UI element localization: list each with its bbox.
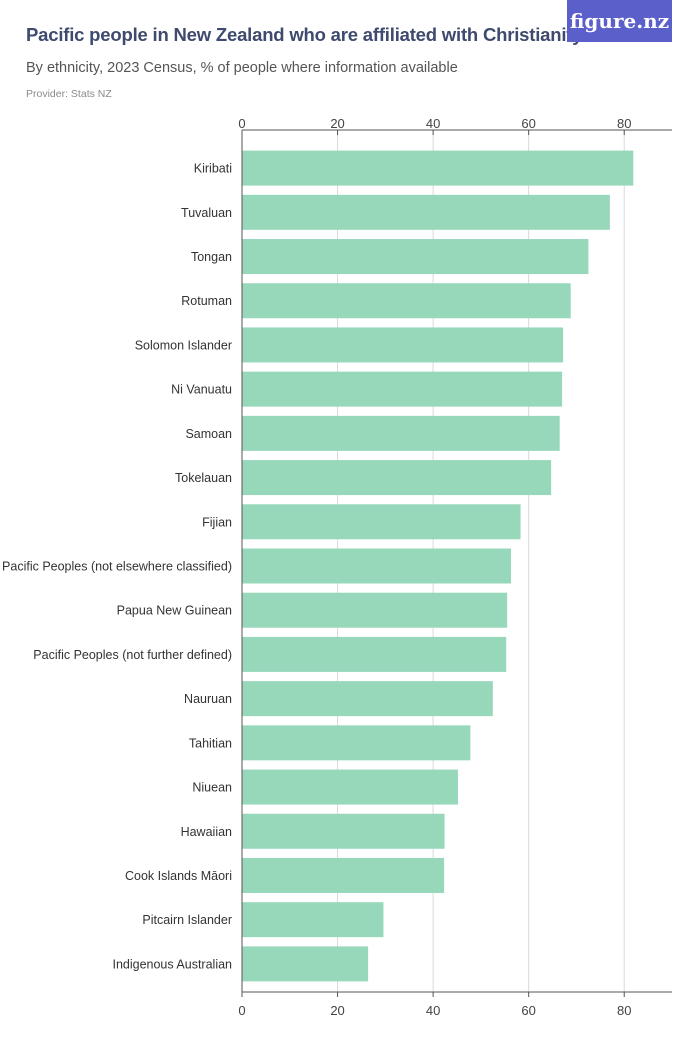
x-tick-label-top: 40 (426, 116, 440, 131)
category-label: Pacific Peoples (not elsewhere classifie… (2, 560, 232, 574)
bar[interactable] (242, 857, 445, 893)
category-label: Pitcairn Islander (142, 913, 232, 927)
category-label: Samoan (185, 427, 232, 441)
provider-label: Provider: Stats NZ (26, 88, 112, 100)
bar[interactable] (242, 813, 445, 849)
x-tick-label-bottom: 0 (238, 1003, 245, 1018)
category-label: Rotuman (181, 294, 232, 308)
bar[interactable] (242, 150, 634, 186)
bar[interactable] (242, 283, 571, 319)
bar[interactable] (242, 194, 610, 230)
bar[interactable] (242, 371, 563, 407)
bar[interactable] (242, 592, 508, 628)
bar[interactable] (242, 636, 507, 672)
bar[interactable] (242, 946, 369, 982)
bar[interactable] (242, 902, 384, 938)
bar[interactable] (242, 504, 521, 540)
chart-title: Pacific people in New Zealand who are af… (26, 24, 583, 45)
category-label: Solomon Islander (135, 338, 232, 352)
category-label: Papua New Guinean (117, 604, 232, 618)
chart-subtitle: By ethnicity, 2023 Census, % of people w… (26, 60, 458, 76)
category-labels: Kiribati Tuvaluan Tongan Rotuman Solomon Isl… (2, 162, 232, 972)
bar[interactable] (242, 239, 589, 275)
bar[interactable] (242, 548, 511, 584)
category-label: Hawaiian (181, 825, 232, 839)
category-label: Tahitian (189, 736, 232, 750)
x-tick-label-top: 20 (330, 116, 344, 131)
category-label: Cook Islands Māori (125, 869, 232, 883)
figure-nz-logo[interactable]: figure.nz (567, 0, 672, 42)
x-tick-label-bottom: 60 (521, 1003, 535, 1018)
bars (242, 150, 634, 982)
bar[interactable] (242, 460, 552, 496)
category-label: Fijian (202, 515, 232, 529)
bar[interactable] (242, 769, 458, 805)
x-tick-label-bottom: 40 (426, 1003, 440, 1018)
x-tick-label-bottom: 20 (330, 1003, 344, 1018)
bar[interactable] (242, 681, 493, 717)
category-label: Nauruan (184, 692, 232, 706)
category-label: Pacific Peoples (not further defined) (33, 648, 232, 662)
category-label: Tongan (191, 250, 232, 264)
x-tick-label-top: 60 (521, 116, 535, 131)
category-label: Ni Vanuatu (171, 383, 232, 397)
bar[interactable] (242, 327, 564, 363)
bar[interactable] (242, 415, 560, 451)
category-label: Indigenous Australian (112, 957, 232, 971)
category-label: Kiribati (194, 162, 232, 176)
category-label: Tuvaluan (181, 206, 232, 220)
axes: 0 0 20 20 40 40 60 60 80 80 (238, 116, 672, 1018)
bar[interactable] (242, 725, 471, 761)
x-tick-label-top: 80 (617, 116, 631, 131)
category-label: Tokelauan (175, 471, 232, 485)
x-tick-label-bottom: 80 (617, 1003, 631, 1018)
category-label: Niuean (192, 781, 232, 795)
x-tick-label-top: 0 (238, 116, 245, 131)
